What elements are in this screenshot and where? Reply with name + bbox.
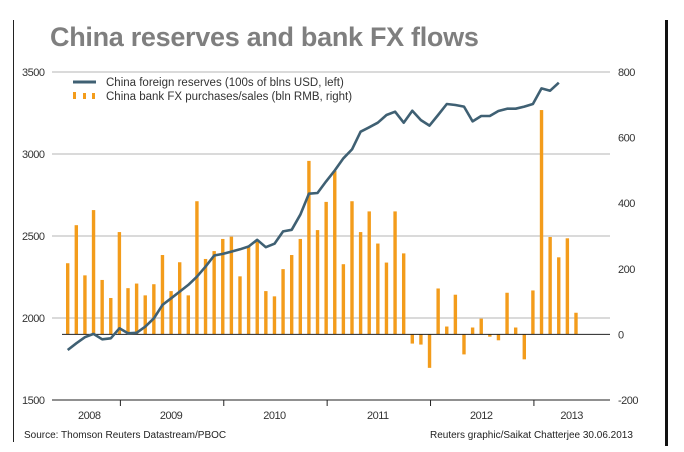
fx-flow-bar [462, 334, 466, 355]
left-axis-tick-label: 3500 [22, 67, 45, 79]
fx-flow-bar [212, 251, 216, 335]
fx-flow-bar [531, 290, 535, 335]
fx-flow-bar [410, 334, 414, 344]
fx-flow-bar [203, 258, 208, 335]
year-label: 2010 [263, 410, 286, 422]
fx-flow-bar [83, 275, 87, 335]
fx-flow-bar [522, 334, 526, 360]
source-note: Source: Thomson Reuters Datastream/PBOC [24, 430, 227, 441]
credit-note: Reuters graphic/Saikat Chatterjee 30.06.… [430, 430, 633, 441]
fx-flow-bar [281, 269, 285, 335]
fx-flow-bar [341, 264, 346, 335]
year-label: 2013 [560, 410, 583, 422]
fx-flow-bar [358, 232, 363, 335]
left-axis-tick-label: 1500 [22, 395, 45, 407]
right-axis-tick-label: -200 [618, 395, 638, 407]
fx-flow-bar [384, 262, 389, 335]
legend-bar-swatch [73, 92, 76, 99]
right-axis-tick-label: 800 [618, 67, 635, 79]
fx-flow-bar [557, 257, 561, 335]
fx-flow-bar [315, 230, 320, 335]
fx-flow-bar [367, 211, 371, 335]
legend-label-reserves: China foreign reserves (100s of blns USD… [106, 77, 344, 89]
fx-flow-bar [264, 291, 268, 335]
fx-flow-bar [169, 291, 173, 335]
fx-flow-bar [177, 262, 182, 335]
right-axis-tick-label: 0 [618, 329, 624, 341]
year-label: 2009 [160, 410, 183, 422]
fx-flow-bar [238, 276, 242, 335]
fx-flow-bar [298, 238, 303, 335]
fx-flow-bar [539, 110, 544, 335]
fx-flow-bar [574, 312, 578, 335]
year-label: 2008 [78, 410, 101, 422]
right-axis-tick-label: 600 [618, 133, 635, 145]
left-axis-tick-label: 2500 [22, 231, 45, 243]
fx-flow-bar [333, 170, 337, 335]
fx-flow-bar [496, 334, 501, 341]
fx-flow-bar [419, 334, 423, 345]
fx-flow-bar [393, 211, 397, 335]
fx-flow-bar [100, 279, 104, 335]
year-label: 2012 [470, 410, 493, 422]
chart-title: China reserves and bank FX flows [50, 22, 479, 52]
fx-flow-bar [221, 238, 225, 335]
left-axis-tick-label: 3000 [22, 149, 45, 161]
frame-right-border [665, 20, 668, 446]
fx-flow-bar [445, 326, 449, 335]
frame-left-border [13, 20, 14, 442]
fx-flow-bar [436, 288, 440, 335]
fx-flow-bar [350, 201, 354, 335]
fx-flow-bar [505, 292, 509, 335]
fx-flow-bar [470, 327, 475, 335]
fx-flow-bar [195, 201, 199, 335]
fx-flow-bar [255, 239, 259, 335]
fx-flow-bar [289, 255, 294, 335]
fx-flow-bar [479, 318, 483, 335]
fx-flow-bar [229, 236, 234, 335]
right-axis-tick-label: 400 [618, 198, 635, 210]
fx-flow-bar [307, 160, 311, 335]
legend-bar-swatch [83, 93, 86, 99]
fx-flow-bar [126, 288, 130, 335]
fx-flow-bar [376, 243, 380, 335]
fx-flow-bar [109, 297, 113, 335]
fx-flow-bar [453, 294, 458, 335]
fx-flow-bar [488, 334, 492, 337]
fx-flow-bar [401, 253, 406, 335]
fx-flow-bar [324, 201, 328, 335]
fx-flow-bar [117, 232, 122, 335]
fx-flow-bar [91, 210, 96, 335]
fx-flow-bar [134, 283, 139, 335]
fx-flow-bar [186, 295, 191, 335]
reserves-line [66, 81, 560, 352]
right-axis-tick-label: 200 [618, 264, 635, 276]
fx-flow-bar [272, 296, 277, 335]
fx-flow-bar [246, 245, 251, 335]
year-label: 2011 [367, 410, 389, 422]
fx-flow-bar [152, 284, 156, 335]
fx-flow-bar [513, 327, 518, 335]
legend-label-fx-flows: China bank FX purchases/sales (bln RMB, … [106, 91, 352, 103]
fx-flow-bar [74, 225, 79, 335]
fx-flow-bar [427, 334, 432, 368]
fx-flow-bar [548, 236, 552, 335]
fx-flow-bar [66, 263, 70, 335]
fx-flow-bar [160, 255, 165, 335]
fx-flow-bar [143, 295, 147, 335]
legend-bar-swatch [92, 93, 95, 99]
fx-flow-bar [565, 238, 570, 335]
left-axis-tick-label: 2000 [22, 313, 45, 325]
